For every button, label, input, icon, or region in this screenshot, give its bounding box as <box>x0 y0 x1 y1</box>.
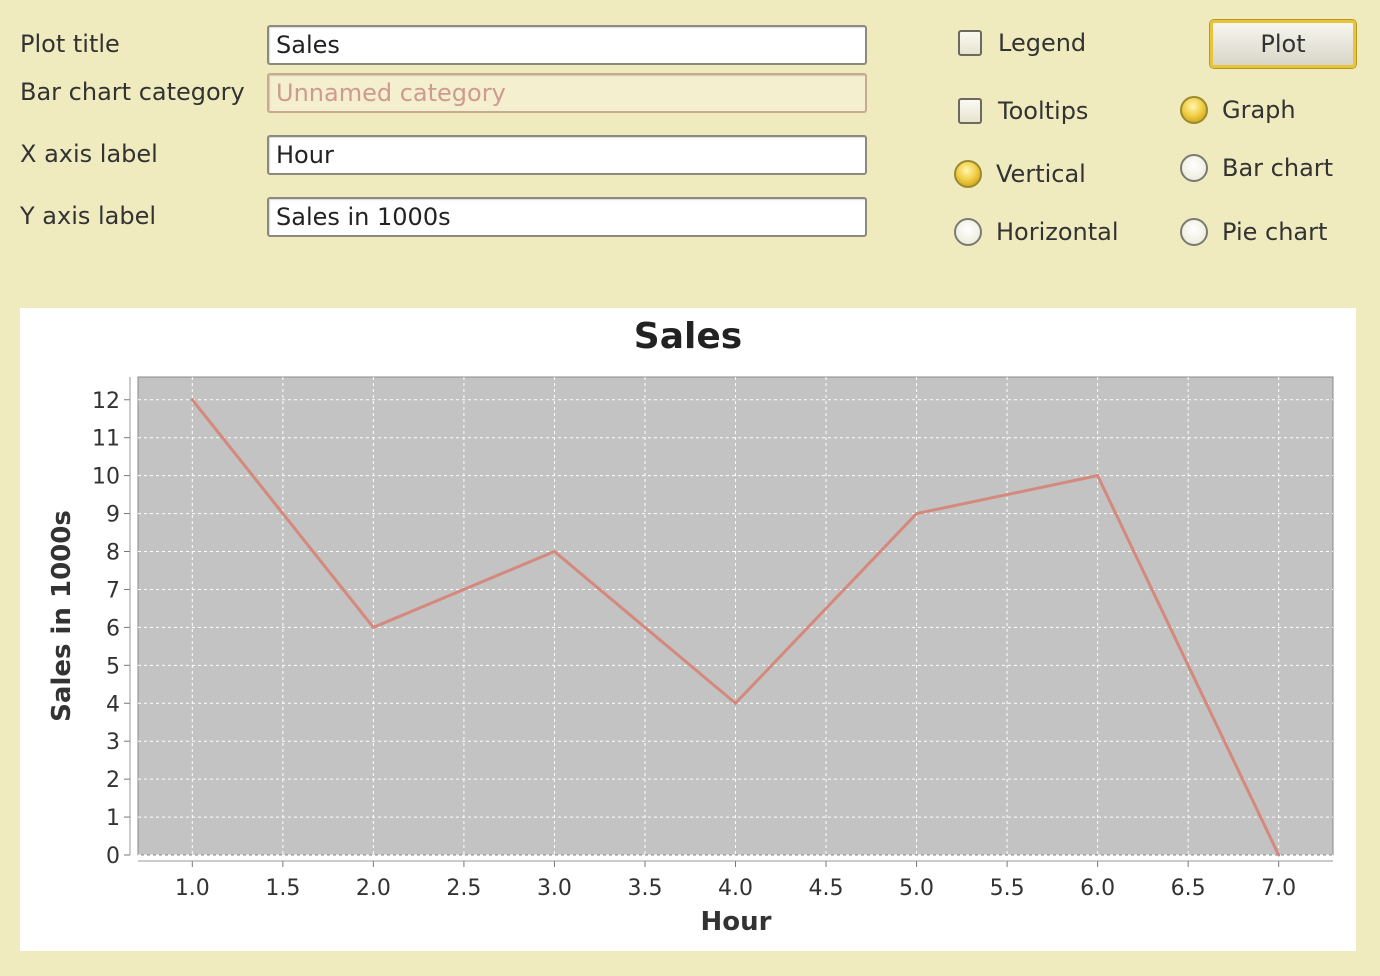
x-tick-label: 4.5 <box>809 876 844 901</box>
data-point <box>734 701 737 705</box>
bar-chart-radio-label: Bar chart <box>1222 154 1334 182</box>
x-tick-label: 1.0 <box>175 876 210 901</box>
data-point <box>915 512 919 516</box>
data-point <box>1096 474 1100 478</box>
tooltips-checkbox[interactable]: Tooltips <box>958 97 1088 125</box>
y-tick-label: 5 <box>106 654 120 679</box>
data-point <box>371 625 375 629</box>
checkbox-icon <box>958 30 982 56</box>
pie-chart-radio-label: Pie chart <box>1222 218 1328 246</box>
x-tick-label: 3.0 <box>537 876 572 901</box>
radio-unselected-icon <box>1180 154 1208 182</box>
x-tick-label: 6.5 <box>1171 876 1206 901</box>
y-tick-label: 9 <box>106 503 120 528</box>
x-axis-label: X axis label <box>20 140 158 168</box>
y-tick-label: 8 <box>106 541 120 566</box>
radio-selected-icon <box>954 160 982 188</box>
x-tick-label: 6.0 <box>1080 876 1115 901</box>
y-tick-label: 7 <box>106 578 120 603</box>
series <box>190 398 1281 857</box>
y-tick-label: 2 <box>106 768 120 793</box>
grid <box>138 377 1333 856</box>
pie-chart-radio[interactable]: Pie chart <box>1180 218 1327 246</box>
x-tick-label: 5.5 <box>990 876 1025 901</box>
y-tick-label: 10 <box>92 465 120 490</box>
x-axis-title: Hour <box>701 907 772 937</box>
y-tick-label: 0 <box>106 844 120 869</box>
radio-unselected-icon <box>1180 218 1208 246</box>
x-tick-label: 4.0 <box>718 876 753 901</box>
x-tick-label: 1.5 <box>265 876 300 901</box>
y-tick-label: 12 <box>92 389 120 414</box>
vertical-radio-label: Vertical <box>996 160 1086 188</box>
radio-unselected-icon <box>954 218 982 246</box>
data-point <box>190 398 194 402</box>
category-input[interactable] <box>267 73 867 113</box>
radio-selected-icon <box>1180 96 1208 124</box>
x-tick-label: 7.0 <box>1261 876 1296 901</box>
legend-checkbox-label: Legend <box>998 29 1087 57</box>
vertical-radio[interactable]: Vertical <box>954 160 1086 188</box>
category-label: Bar chart category <box>20 78 245 106</box>
data-point <box>1277 853 1281 857</box>
plot-title-input[interactable] <box>267 25 867 65</box>
y-axis-input[interactable] <box>267 197 867 237</box>
y-tick-label: 11 <box>92 427 120 452</box>
x-tick-label: 3.5 <box>627 876 662 901</box>
x-tick-label: 2.0 <box>356 876 391 901</box>
x-axis-input[interactable] <box>267 135 867 175</box>
tooltips-checkbox-label: Tooltips <box>998 97 1089 125</box>
y-tick-label: 1 <box>106 806 120 831</box>
bar-chart-radio[interactable]: Bar chart <box>1180 154 1333 182</box>
data-point <box>552 550 556 554</box>
legend-checkbox[interactable]: Legend <box>958 29 1086 57</box>
chart-panel: Sales 0 1 2 3 4 5 6 7 8 9 10 11 12 1.0 1.5 2.0 2.5 3.0 3.5… <box>20 308 1356 951</box>
y-tick-label: 4 <box>106 692 120 717</box>
checkbox-icon <box>958 98 982 124</box>
plot-title-label: Plot title <box>20 30 120 58</box>
y-tick-label: 6 <box>106 616 120 641</box>
plot-button[interactable]: Plot <box>1210 20 1356 68</box>
y-tick-label: 3 <box>106 730 120 755</box>
y-axis-title: Sales in 1000s <box>47 510 77 722</box>
horizontal-radio-label: Horizontal <box>996 218 1119 246</box>
plot-area <box>137 376 1334 856</box>
x-tick-label: 5.0 <box>899 876 934 901</box>
graph-radio[interactable]: Graph <box>1180 96 1296 124</box>
x-tick-label: 2.5 <box>446 876 481 901</box>
chart-title: Sales <box>634 316 742 357</box>
graph-radio-label: Graph <box>1222 96 1296 124</box>
horizontal-radio[interactable]: Horizontal <box>954 218 1119 246</box>
y-axis-label: Y axis label <box>20 202 157 230</box>
